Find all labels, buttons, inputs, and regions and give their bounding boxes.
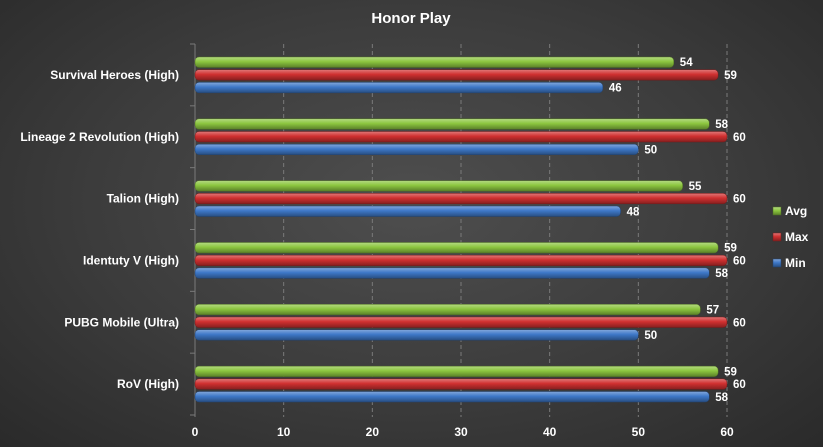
bar-avg-rov-high [194,365,719,377]
bar-min-talion-high [194,205,621,217]
legend-item-max: Max [772,230,809,244]
category-labels: Survival Heroes (High) Lineage 2 Revoluti… [20,68,179,391]
bar-max-talion-high [194,193,728,205]
category-label-talion-high: Talion (High) [107,192,179,206]
data-label-max-identuty-v-high: 60 [733,255,746,267]
data-label-max-pubg-mobile-ultra: 60 [733,317,746,329]
bar-avg-identuty-v-high [194,242,719,254]
bar-min-lineage-2-revolution-high [194,143,639,155]
data-label-max-rov-high: 60 [733,379,746,391]
bar-min-rov-high [194,391,710,403]
legend-swatch-max [772,232,782,242]
x-tick-label-30: 30 [454,425,468,439]
bar-avg-survival-heroes-high [194,56,675,68]
x-tick-label-60: 60 [720,425,734,439]
data-label-min-pubg-mobile-ultra: 50 [644,330,657,342]
bar-max-survival-heroes-high [194,69,719,81]
data-label-min-rov-high: 58 [715,392,728,404]
category-label-rov-high: RoV (High) [117,377,179,391]
bar-avg-talion-high [194,180,683,192]
legend-item-avg: Avg [772,204,807,218]
data-label-avg-identuty-v-high: 59 [724,243,737,255]
data-label-min-lineage-2-revolution-high: 50 [644,144,657,156]
x-tick-label-20: 20 [366,425,380,439]
x-tick-label-50: 50 [632,425,646,439]
legend: Avg Max Min [772,204,809,270]
chart-title: Honor Play [371,10,451,27]
bar-min-pubg-mobile-ultra [194,329,639,341]
legend-label-min: Min [785,256,806,270]
data-label-avg-talion-high: 55 [689,181,702,193]
legend-label-max: Max [785,230,809,244]
gridlines [190,43,728,417]
bar-max-lineage-2-revolution-high [194,131,728,143]
legend-label-avg: Avg [785,204,807,218]
category-label-pubg-mobile-ultra: PUBG Mobile (Ultra) [64,315,179,329]
bar-max-rov-high [194,378,728,390]
data-label-max-survival-heroes-high: 59 [724,70,737,82]
data-label-min-survival-heroes-high: 46 [609,83,622,95]
bar-avg-lineage-2-revolution-high [194,118,710,130]
x-tick-label-10: 10 [277,425,291,439]
category-label-lineage-2-revolution-high: Lineage 2 Revolution (High) [20,130,179,144]
x-tick-label-0: 0 [192,425,199,439]
x-tick-label-40: 40 [543,425,557,439]
data-label-min-identuty-v-high: 58 [715,268,728,280]
legend-swatch-avg [772,206,782,216]
data-label-max-talion-high: 60 [733,194,746,206]
category-label-identuty-v-high: Identuty V (High) [83,253,179,267]
legend-swatch-min [772,258,782,268]
data-label-avg-pubg-mobile-ultra: 57 [706,305,719,317]
data-label-avg-rov-high: 59 [724,366,737,378]
data-label-avg-survival-heroes-high: 54 [680,57,693,69]
legend-item-min: Min [772,256,806,270]
bar-max-identuty-v-high [194,254,728,266]
bar-avg-pubg-mobile-ultra [194,304,701,316]
data-label-min-talion-high: 48 [627,206,640,218]
bars [194,56,728,403]
data-label-avg-lineage-2-revolution-high: 58 [715,119,728,131]
bar-min-identuty-v-high [194,267,710,279]
bar-max-pubg-mobile-ultra [194,316,728,328]
data-label-max-lineage-2-revolution-high: 60 [733,132,746,144]
x-axis-ticks: 0 10 20 30 40 50 60 [192,425,734,439]
bar-min-survival-heroes-high [194,82,604,94]
category-label-survival-heroes-high: Survival Heroes (High) [50,68,179,82]
